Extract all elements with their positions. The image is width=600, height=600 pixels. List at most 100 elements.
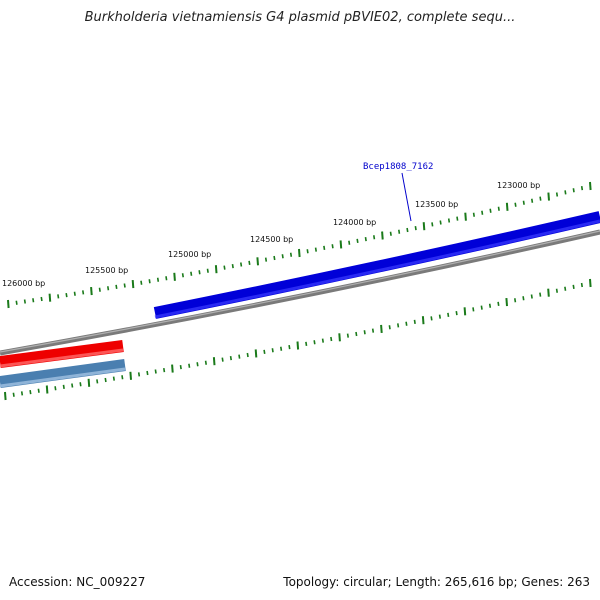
outer-ring-tick: [208, 269, 209, 273]
inner-ring-tick: [272, 348, 273, 352]
inner-ring-tick: [381, 325, 382, 333]
inner-ring-tick: [80, 382, 81, 386]
inner-ring-tick: [506, 298, 507, 306]
outer-ring-tick: [548, 193, 549, 201]
outer-ring-tick: [174, 273, 175, 281]
outer-ring-tick: [41, 297, 42, 301]
outer-ring-tick: [191, 272, 192, 276]
outer-ring-tick: [324, 246, 325, 250]
inner-ring-tick: [331, 337, 332, 341]
outer-ring-tick: [557, 193, 558, 197]
outer-ring-tick: [33, 298, 34, 302]
outer-ring-tick: [166, 276, 167, 280]
outer-ring-tick: [307, 249, 308, 253]
outer-ring-tick: [141, 281, 142, 285]
outer-ring-tick: [457, 217, 458, 221]
inner-ring-tick: [523, 296, 524, 300]
outer-ring-tick: [482, 211, 483, 215]
outer-ring-tick: [100, 288, 101, 292]
inner-ring-tick: [13, 393, 14, 397]
inner-ring-tick: [38, 389, 39, 393]
inner-ring-tick: [105, 378, 106, 382]
outer-ring-tick: [274, 256, 275, 260]
outer-ring-tick: [16, 301, 17, 305]
outer-ring-tick: [316, 248, 317, 252]
inner-ring-tick: [314, 340, 315, 344]
outer-ring-tick: [432, 222, 433, 226]
outer-ring-tick: [91, 287, 92, 295]
outer-ring-tick: [133, 280, 134, 288]
inner-ring-tick: [448, 313, 449, 317]
tick-label-125000: 125000 bp: [168, 250, 211, 259]
inner-ring-tick: [139, 372, 140, 376]
outer-ring-tick: [158, 278, 159, 282]
inner-ring-tick: [22, 391, 23, 395]
outer-ring-tick: [415, 226, 416, 230]
inner-ring-tick: [289, 345, 290, 349]
outer-ring-tick: [233, 264, 234, 268]
gene-label-bcep1808-7162[interactable]: Bcep1808_7162: [363, 162, 433, 172]
outer-ring-tick: [515, 203, 516, 207]
inner-ring-tick: [239, 355, 240, 359]
inner-ring-tick: [440, 315, 441, 319]
outer-ring-tick: [282, 254, 283, 258]
inner-ring-tick: [490, 304, 491, 308]
inner-ring-tick: [264, 350, 265, 354]
outer-ring-tick: [366, 237, 367, 241]
outer-ring-tick: [590, 182, 591, 190]
inner-ring-tick: [415, 320, 416, 324]
outer-ring-tick: [332, 244, 333, 248]
inner-ring-tick: [214, 357, 215, 365]
inner-ring-tick: [557, 289, 558, 293]
outer-ring-tick: [25, 300, 26, 304]
outer-ring-tick: [499, 207, 500, 211]
outer-ring-tick: [124, 284, 125, 288]
inner-ring-tick: [97, 379, 98, 383]
outer-ring-tick: [224, 266, 225, 270]
topology-summary: Topology: circular; Length: 265,616 bp; …: [283, 575, 590, 589]
outer-ring-tick: [573, 188, 574, 192]
inner-ring-tick: [339, 333, 340, 341]
inner-ring-tick: [473, 307, 474, 311]
tick-labels: 123000 bp 123500 bp 124000 bp 124500 bp …: [2, 181, 540, 288]
outer-ring-tick: [382, 232, 383, 240]
inner-ring-tick: [306, 342, 307, 346]
inner-ring-tick: [548, 289, 549, 297]
outer-ring-tick: [108, 286, 109, 290]
tick-label-126000: 126000 bp: [2, 279, 45, 288]
tick-label-125500: 125500 bp: [85, 266, 128, 275]
outer-ring-tick: [490, 209, 491, 213]
tick-label-124000: 124000 bp: [333, 218, 376, 227]
outer-ring-tick: [58, 294, 59, 298]
outer-ring-tick: [449, 219, 450, 223]
outer-ring-tick: [149, 279, 150, 283]
outer-ring-tick: [116, 285, 117, 289]
inner-ring-tick: [47, 386, 48, 394]
inner-ring-tick: [206, 361, 207, 365]
gene-bcep1808-7162[interactable]: [155, 217, 600, 313]
inner-ring-tick: [565, 287, 566, 291]
outer-ring-tick: [75, 292, 76, 296]
inner-ring-tick: [147, 371, 148, 375]
inner-ring-tick: [423, 316, 424, 324]
inner-ring-tick: [281, 347, 282, 351]
inner-ring-tick: [64, 385, 65, 389]
gene-label-leader: [402, 173, 411, 221]
outer-ring-tick: [565, 190, 566, 194]
inner-ring-tick: [164, 368, 165, 372]
outer-ring-tick: [507, 203, 508, 211]
inner-ring-tick: [55, 386, 56, 390]
inner-ring-tick: [130, 372, 131, 380]
outer-ring-tick: [291, 253, 292, 257]
outer-ring-tick: [540, 197, 541, 201]
inner-ring-tick: [298, 342, 299, 350]
inner-ring-tick: [30, 390, 31, 394]
outer-ring-tick: [532, 199, 533, 203]
inner-ring-tick: [406, 322, 407, 326]
outer-ring-tick: [183, 273, 184, 277]
inner-ring-tick: [481, 306, 482, 310]
inner-ring-tick: [465, 307, 466, 315]
outer-ring-tick: [582, 186, 583, 190]
inner-ring-tick: [431, 316, 432, 320]
tick-label-124500: 124500 bp: [250, 235, 293, 244]
